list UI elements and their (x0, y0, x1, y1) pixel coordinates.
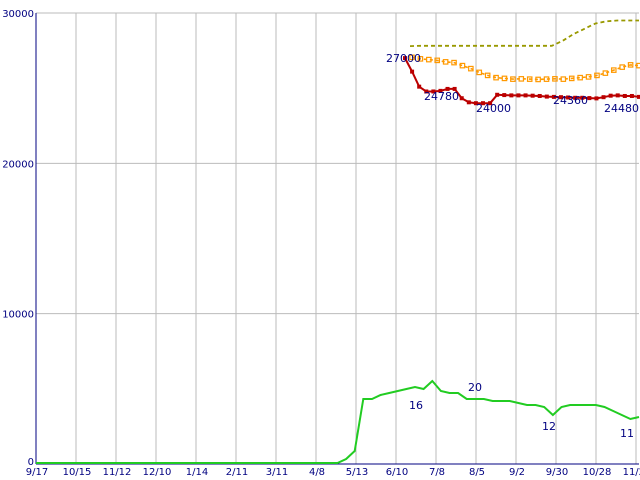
series-marker-orange (510, 76, 516, 82)
series-marker-red (502, 93, 507, 98)
y-axis-tick-label: 0 (28, 457, 34, 468)
series-marker-red (452, 86, 457, 91)
series-marker-red (424, 89, 429, 94)
series-marker-red (601, 95, 606, 100)
series-marker-orange (577, 74, 583, 81)
x-axis-tick-label: 11/25 (623, 467, 640, 478)
series-line-orange (411, 56, 640, 81)
series-marker-red (608, 93, 613, 98)
series-marker-red (566, 95, 571, 100)
data-point-label: 16 (409, 399, 423, 412)
data-point-label: 24360 (553, 94, 588, 107)
series-marker-red (403, 56, 407, 61)
data-point-label: 20 (468, 381, 482, 394)
series-marker-orange (594, 72, 600, 79)
x-axis-tick-label: 8/5 (469, 467, 485, 478)
series-marker-red (481, 101, 485, 106)
series-marker-orange (543, 76, 550, 82)
series-marker-orange (610, 67, 617, 73)
series-marker-orange (636, 62, 640, 69)
series-marker-orange (526, 76, 533, 82)
series-line-red (404, 57, 640, 105)
series-marker-orange (484, 72, 491, 79)
x-axis-tick-label: 4/8 (309, 467, 325, 478)
x-axis-tick-label: 12/10 (143, 467, 172, 478)
series-line-olive (409, 19, 639, 47)
series-marker-orange (560, 76, 567, 82)
data-point-label: 12 (542, 420, 556, 433)
x-axis-tick-label: 9/17 (26, 467, 48, 478)
series-marker-red (417, 84, 422, 89)
data-point-label: 24780 (424, 90, 459, 103)
series-marker-orange (501, 75, 508, 82)
series-marker-red (594, 96, 599, 101)
data-point-label: 27000 (386, 52, 421, 65)
series-marker-red (459, 96, 464, 101)
series-marker-red (509, 93, 514, 98)
x-axis-tick-label: 9/2 (509, 467, 525, 478)
series-marker-red (530, 93, 535, 98)
series-marker-red (410, 69, 415, 74)
series-marker-orange (434, 57, 441, 64)
data-point-label: 24000 (476, 102, 511, 115)
series-marker-red (473, 101, 478, 106)
series-marker-red (537, 93, 542, 98)
series-marker-red (445, 86, 450, 91)
series-marker-orange (468, 65, 474, 72)
y-axis-tick-label: 10000 (2, 310, 34, 321)
series-marker-red (523, 93, 528, 98)
series-marker-orange (417, 56, 424, 62)
series-marker-orange (518, 76, 525, 82)
x-axis-tick-label: 9/30 (546, 467, 568, 478)
series-marker-orange (585, 74, 592, 80)
series-marker-red (559, 95, 563, 100)
series-marker-orange (568, 75, 575, 82)
data-point-label: 24480 (604, 102, 639, 115)
series-marker-red (544, 94, 549, 99)
x-axis-tick-label: 5/13 (346, 467, 368, 478)
y-axis-tick-label: 30000 (2, 9, 34, 20)
series-marker-red (438, 88, 443, 93)
series-marker-orange (535, 76, 541, 83)
series-marker-orange (476, 69, 483, 76)
series-marker-red (516, 93, 521, 98)
series-marker-orange (459, 62, 466, 69)
series-marker-red (551, 94, 556, 99)
x-axis-tick-label: 6/10 (386, 467, 408, 478)
x-axis-tick-label: 1/14 (186, 467, 208, 478)
series-marker-orange (627, 62, 634, 68)
series-marker-orange (552, 76, 558, 82)
series-line-green (36, 379, 640, 464)
x-axis-tick-label: 2/11 (226, 467, 248, 478)
x-axis-tick-label: 10/28 (583, 467, 612, 478)
series-marker-red (629, 93, 634, 98)
series-marker-orange (409, 54, 415, 61)
series-marker-orange (602, 70, 609, 76)
data-point-label: 11 (620, 427, 634, 440)
series-marker-red (615, 93, 620, 98)
series-marker-red (466, 100, 471, 105)
x-axis-tick-label: 10/15 (63, 467, 92, 478)
series-marker-red (431, 89, 436, 94)
x-axis-tick-label: 7/8 (429, 467, 445, 478)
series-marker-orange (442, 59, 449, 65)
y-axis-tick-label: 20000 (2, 159, 34, 170)
series-marker-orange (493, 74, 499, 81)
series-marker-red (580, 95, 585, 100)
x-axis-tick-label: 11/12 (103, 467, 132, 478)
series-marker-red (495, 92, 500, 97)
series-marker-orange (619, 64, 625, 70)
series-marker-red (637, 94, 640, 99)
series-marker-orange (426, 56, 432, 63)
series-marker-orange (451, 59, 457, 66)
series-marker-red (488, 101, 493, 106)
series-marker-red (622, 93, 627, 98)
series-marker-red (587, 96, 592, 101)
series-marker-red (573, 95, 578, 100)
x-axis-tick-label: 3/11 (266, 467, 288, 478)
